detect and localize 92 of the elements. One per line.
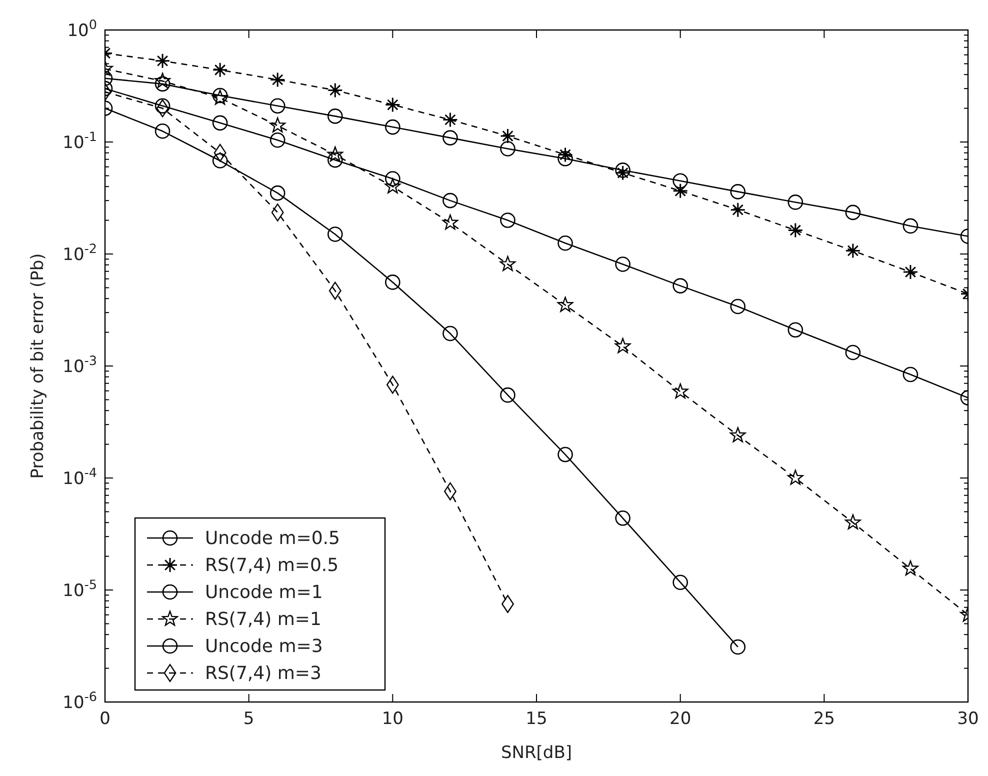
y-tick-label: 10$^{-5}$: [62, 578, 97, 601]
point: [730, 202, 746, 218]
x-tick-label: 10: [382, 709, 404, 729]
point: [615, 162, 630, 178]
point: [788, 194, 804, 210]
point: [787, 470, 804, 485]
point: [270, 132, 286, 148]
point: [500, 128, 516, 144]
legend-label: RS(7,4) m=0.5: [205, 555, 339, 576]
point: [615, 165, 631, 181]
y-tick-label: 10$^{0}$: [67, 18, 97, 41]
point: [270, 72, 286, 88]
point: [385, 274, 400, 290]
point: [558, 151, 573, 166]
point: [327, 226, 343, 242]
point: [615, 256, 630, 272]
point: [788, 222, 804, 238]
point: [672, 173, 688, 188]
point: [385, 119, 400, 135]
y-tick-label: 10$^{-4}$: [62, 466, 97, 489]
point: [156, 99, 169, 118]
point: [730, 184, 746, 200]
y-tick-label: 10$^{-3}$: [62, 354, 97, 377]
point: [327, 146, 344, 162]
point: [672, 183, 688, 199]
point: [557, 296, 574, 312]
y-axis-title: Probability of bit error (Pb): [28, 253, 48, 479]
point: [500, 387, 516, 403]
point: [788, 322, 804, 338]
point: [328, 282, 342, 300]
legend-label: RS(7,4) m=3: [205, 663, 322, 684]
point: [154, 76, 170, 92]
point: [500, 141, 516, 156]
point: [154, 98, 170, 114]
legend-label: RS(7,4) m=1: [205, 609, 322, 630]
point: [558, 146, 574, 162]
point: [442, 214, 458, 230]
legend-label: Uncode m=0.5: [205, 528, 340, 549]
point: [327, 152, 343, 168]
x-axis-title: SNR[dB]: [500, 743, 572, 763]
point: [270, 185, 286, 201]
point: [902, 366, 918, 382]
point: [845, 242, 861, 258]
point: [212, 115, 228, 131]
point: [902, 218, 918, 234]
point: [442, 326, 458, 342]
point: [672, 383, 688, 398]
point: [327, 82, 343, 98]
point: [672, 278, 688, 294]
point: [500, 212, 516, 228]
point: [730, 639, 746, 655]
point: [558, 235, 573, 251]
point: [614, 338, 631, 354]
legend-label: Uncode m=3: [205, 636, 323, 657]
point: [271, 203, 284, 222]
point: [212, 153, 228, 168]
point: [270, 117, 286, 132]
point: [902, 264, 918, 280]
x-tick-label: 20: [670, 709, 692, 729]
point: [442, 192, 458, 208]
point: [500, 256, 516, 272]
point: [154, 72, 170, 88]
point: [384, 97, 400, 113]
point: [385, 171, 400, 186]
point: [270, 98, 286, 114]
x-tick-label: 25: [813, 709, 835, 729]
legend-label: Uncode m=1: [205, 582, 323, 603]
point: [845, 204, 861, 220]
x-tick-label: 15: [526, 709, 548, 729]
point: [730, 298, 746, 314]
y-tick-label: 10$^{-2}$: [62, 242, 97, 265]
y-tick-label: 10$^{-1}$: [62, 130, 97, 153]
x-tick-label: 5: [243, 709, 254, 729]
point: [442, 130, 458, 146]
point: [212, 62, 228, 78]
point: [154, 53, 170, 69]
point: [902, 560, 918, 576]
point: [442, 112, 458, 128]
point: [615, 510, 630, 526]
point: [845, 514, 861, 530]
point: [154, 123, 170, 139]
point: [327, 108, 343, 124]
point: [214, 144, 226, 162]
point: [384, 178, 401, 194]
point: [386, 376, 399, 394]
x-tick-label: 0: [100, 709, 110, 729]
point: [730, 427, 746, 442]
point: [558, 446, 573, 462]
y-tick-label: 10$^{-6}$: [62, 690, 97, 713]
point: [672, 574, 688, 590]
x-tick-label: 30: [957, 709, 979, 729]
point: [845, 344, 861, 360]
